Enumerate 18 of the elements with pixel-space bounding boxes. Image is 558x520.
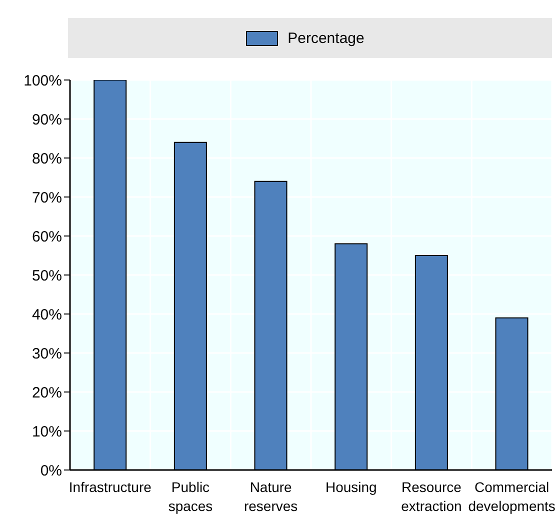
x-tick-label: Infrastructure [68, 479, 152, 495]
y-tick-label: 100% [24, 72, 62, 90]
x-tick-label: Resource extraction [401, 479, 462, 514]
x-tick-label: Public spaces [168, 479, 213, 514]
x-tick-label: Housing [325, 479, 377, 495]
y-tick-label: 10% [32, 423, 62, 440]
y-tick-label: 60% [32, 228, 62, 246]
y-tick-label: 0% [40, 462, 62, 480]
y-tick-label: 90% [32, 111, 62, 128]
legend-label: Percentage [286, 30, 364, 46]
y-tick-label: 40% [32, 306, 62, 324]
y-tick-label: 80% [32, 150, 62, 168]
x-tick-label: Commercial developments [468, 479, 556, 514]
y-tick-label: 70% [32, 189, 62, 206]
y-tick-label: 30% [32, 345, 62, 362]
y-tick-label: 50% [32, 267, 62, 284]
y-tick-label: 20% [32, 384, 62, 402]
x-tick-label: Nature reserves [244, 479, 298, 514]
